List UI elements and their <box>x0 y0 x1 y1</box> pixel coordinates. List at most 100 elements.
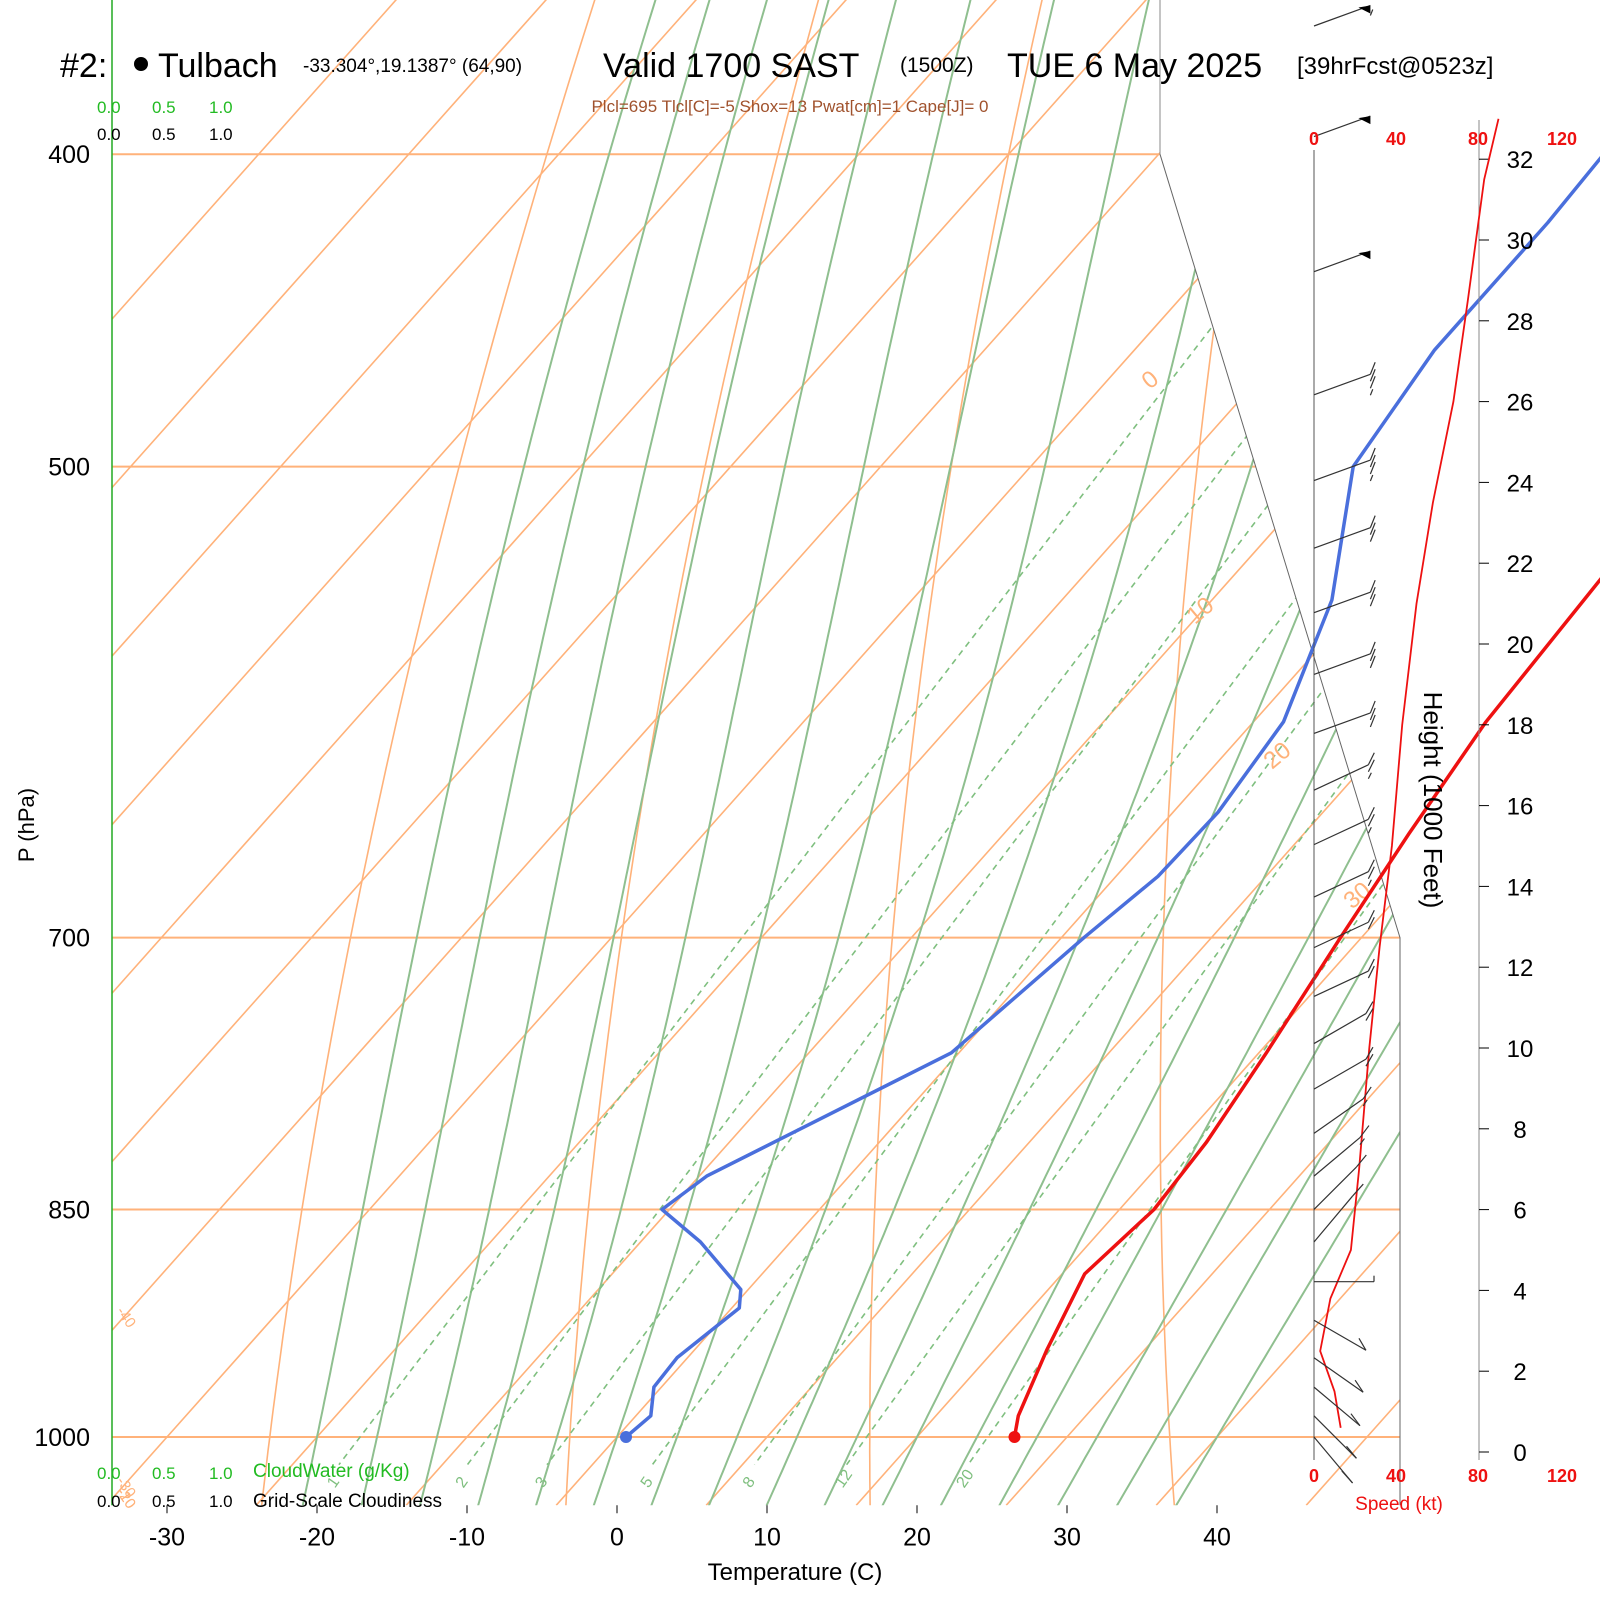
moist-adiabat <box>875 0 1400 1506</box>
cloud-scale-black-b2: 1.0 <box>209 1492 233 1511</box>
height-tick-label: 12 <box>1507 955 1534 982</box>
isotherm--60 <box>112 0 1400 1506</box>
wind-barb <box>1313 1001 1374 1045</box>
dry-adiabat-330 <box>1433 0 1577 1519</box>
height-tick-label: 30 <box>1507 228 1534 255</box>
isotherm--30 <box>112 0 1400 1506</box>
wind-barb <box>1313 1415 1357 1459</box>
mixing-ratio-label: 5 <box>638 1474 657 1491</box>
cloud-scale-black-b0: 0.0 <box>97 1492 121 1511</box>
moist-adiabat <box>1049 0 1400 1506</box>
temp-tick-label: -30 <box>149 1523 185 1551</box>
speed-top-40: 40 <box>1386 129 1406 149</box>
wind-barb <box>1313 1046 1374 1090</box>
height-tick-label: 6 <box>1513 1198 1526 1225</box>
mixing-ratio-line <box>338 153 1347 1466</box>
height-tick-label: 2 <box>1513 1359 1526 1386</box>
cloud-scale-top: 0.0 0.5 1.0 0.0 0.5 1.0 <box>97 98 233 144</box>
dewpoint-surface-marker <box>620 1431 632 1443</box>
moist-adiabat <box>1108 0 1400 1506</box>
height-axis-title: Height (1000 Feet) <box>1418 692 1448 909</box>
isotherm-10 <box>705 0 1400 1506</box>
station-coords: -33.304°,19.1387° (64,90) <box>303 56 522 77</box>
wind-barb <box>1313 1086 1372 1134</box>
cloud-scale-black-1: 0.5 <box>152 125 176 144</box>
mixing-ratio-line <box>845 153 1400 1466</box>
station-dot <box>134 57 148 71</box>
cloud-scale-green-0: 0.0 <box>97 98 121 117</box>
valid-time: Valid 1700 SAST <box>603 47 859 85</box>
wind-barb <box>1313 1386 1361 1427</box>
speed-axis-title: Speed (kt) <box>1355 1494 1443 1515</box>
cloud-scale-green-2: 1.0 <box>209 98 233 117</box>
wind-barb <box>1313 859 1375 898</box>
height-tick-label: 24 <box>1507 470 1534 497</box>
isotherm-label: -40 <box>113 1304 139 1332</box>
isotherm--50 <box>112 0 1400 1506</box>
moist-adiabat <box>991 0 1400 1506</box>
height-tick-label: 28 <box>1507 309 1534 336</box>
dry-adiabat-290 <box>868 0 1174 1506</box>
moist-adiabat <box>357 0 876 1506</box>
isotherm-50 <box>1305 0 1400 1506</box>
temp-tick-label: 10 <box>753 1523 781 1551</box>
speed-top-80: 80 <box>1468 129 1488 149</box>
mixing-ratio-line <box>753 153 1400 1466</box>
mixing-ratio-line <box>967 153 1400 1466</box>
moist-adiabat <box>299 0 828 1506</box>
isotherm--70 <box>112 0 1295 1506</box>
wind-barb <box>1313 752 1375 791</box>
isotherm--20 <box>255 0 1400 1506</box>
pressure-tick-label: 400 <box>48 141 90 169</box>
isotherm-0 <box>555 0 1400 1506</box>
mixing-ratio-label: 8 <box>740 1474 759 1491</box>
speed-axis-top: 0 40 80 120 <box>1309 129 1577 149</box>
pressure-tick-label: 1000 <box>34 1424 90 1452</box>
wind-barb <box>1313 1183 1364 1243</box>
temp-tick-label: -10 <box>449 1523 485 1551</box>
dry-adiabat-250 <box>259 0 771 1506</box>
dry-adiabat-270 <box>564 0 973 1506</box>
wind-speed-line <box>1319 118 1500 1428</box>
temp-tick-label: -20 <box>299 1523 335 1551</box>
isotherm--100 <box>112 0 845 1506</box>
height-tick-label: 8 <box>1513 1117 1526 1144</box>
wind-barb <box>1313 250 1371 273</box>
wind-barb <box>1313 579 1376 614</box>
mixing-ratio-label: 12 <box>832 1467 856 1491</box>
mixing-ratio-label: 3 <box>532 1474 551 1491</box>
mixing-ratio-line <box>546 153 1400 1466</box>
cloud-scale-green-1: 0.5 <box>152 98 176 117</box>
speed-bot-120: 120 <box>1547 1466 1577 1486</box>
moist-adiabat <box>1167 0 1400 1506</box>
isotherm-label: 20 <box>1259 737 1297 775</box>
valid-date: TUE 6 May 2025 <box>1007 47 1262 85</box>
forecast-info: [39hrFcst@0523z] <box>1297 53 1493 80</box>
wind-barb <box>1313 1436 1354 1484</box>
isotherm-30 <box>1005 0 1400 1506</box>
wind-barb <box>1314 1275 1375 1283</box>
isotherm-40 <box>1155 0 1400 1506</box>
height-tick-label: 10 <box>1507 1036 1534 1063</box>
height-tick-label: 26 <box>1507 390 1534 417</box>
temp-tick-label: 40 <box>1203 1523 1231 1551</box>
x-axis-title: Temperature (C) <box>708 1559 883 1586</box>
temp-tick-label: 0 <box>610 1523 624 1551</box>
temp-tick-label: 30 <box>1053 1523 1081 1551</box>
wind-barb <box>1313 958 1375 997</box>
moist-adiabat <box>473 0 984 1506</box>
speed-bot-0: 0 <box>1309 1466 1319 1486</box>
isotherm-20 <box>855 0 1400 1506</box>
cloud-scale-bottom: 0.0 0.5 1.0 CloudWater (g/Kg) 0.0 0.5 1.… <box>97 1461 442 1512</box>
cloud-scale-black-2: 1.0 <box>209 125 233 144</box>
wind-barb <box>1313 447 1376 482</box>
height-tick-label: 18 <box>1507 713 1534 740</box>
wind-barb <box>1313 641 1376 675</box>
wind-barb <box>1313 1125 1370 1177</box>
temperature-surface-marker <box>1008 1431 1021 1443</box>
height-tick-label: 0 <box>1513 1440 1526 1467</box>
cloud-scale-black-b1: 0.5 <box>152 1492 176 1511</box>
speed-top-120: 120 <box>1547 129 1577 149</box>
dewpoint-trace <box>624 155 1600 1439</box>
moist-adiabat <box>530 0 1045 1506</box>
